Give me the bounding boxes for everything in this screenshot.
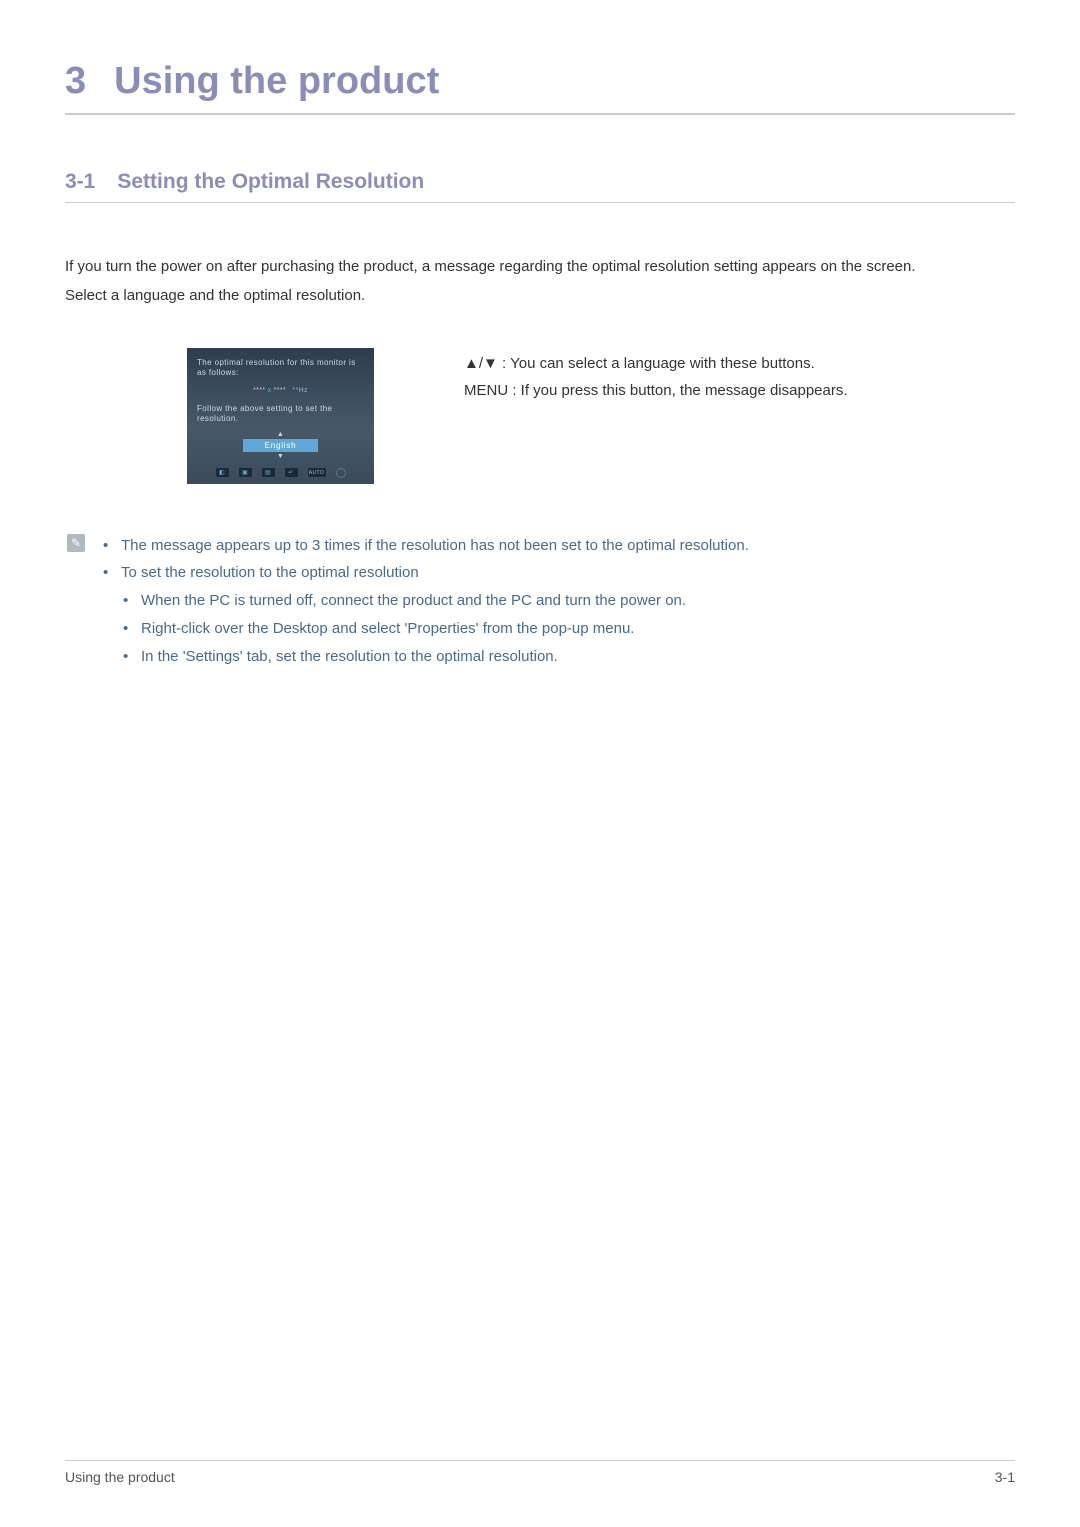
figure-row: The optimal resolution for this monitor …	[65, 348, 1015, 484]
triangle-down-icon: ▼	[197, 453, 364, 460]
triangle-up-icon: ▲	[197, 431, 364, 438]
note-sub-1: When the PC is turned off, connect the p…	[123, 587, 749, 615]
intro-line-1: If you turn the power on after purchasin…	[65, 258, 916, 275]
osd-language-selector: ▲ English ▼	[197, 431, 364, 460]
osd-screenshot: The optimal resolution for this monitor …	[187, 348, 374, 484]
osd-icon-power	[336, 468, 346, 478]
footer-right: 3-1	[995, 1469, 1015, 1485]
section-header: 3-1 Setting the Optimal Resolution	[65, 170, 1015, 203]
osd-icon-4: ↵	[285, 468, 298, 477]
desc-arrows: ▲/▼	[464, 355, 498, 372]
figure-description: ▲/▼ : You can select a language with the…	[464, 348, 848, 404]
osd-icon-2: ▣	[239, 468, 252, 477]
note-item-1-text: The message appears up to 3 times if the…	[121, 537, 749, 554]
section-number: 3-1	[65, 170, 95, 194]
note-item-2-text: To set the resolution to the optimal res…	[121, 564, 419, 581]
footer-left: Using the product	[65, 1469, 175, 1485]
note-sub-3-text: In the 'Settings' tab, set the resolutio…	[141, 648, 558, 665]
osd-message-2: Follow the above setting to set the reso…	[197, 404, 364, 425]
chapter-title: Using the product	[114, 60, 439, 103]
osd-res-hz: **Hz	[292, 387, 308, 394]
osd-res-x: x	[268, 387, 272, 394]
note-block: ✎ The message appears up to 3 times if t…	[65, 532, 1015, 671]
note-item-1: The message appears up to 3 times if the…	[103, 532, 749, 560]
note-sub-2: Right-click over the Desktop and select …	[123, 615, 749, 643]
note-icon: ✎	[67, 534, 85, 552]
osd-icon-1: ◧	[216, 468, 229, 477]
page-footer: Using the product 3-1	[65, 1460, 1015, 1485]
osd-message-1: The optimal resolution for this monitor …	[197, 358, 364, 379]
note-list: The message appears up to 3 times if the…	[103, 532, 749, 671]
osd-res-right: ****	[273, 387, 286, 394]
osd-resolution-row: ****x**** **Hz	[197, 387, 364, 394]
osd-language-value: English	[243, 439, 319, 452]
chapter-rule	[65, 113, 1015, 115]
desc-line-1: : You can select a language with these b…	[498, 355, 815, 372]
note-sub-1-text: When the PC is turned off, connect the p…	[141, 592, 686, 609]
note-sublist: When the PC is turned off, connect the p…	[103, 587, 749, 670]
osd-icon-auto: AUTO	[308, 468, 326, 477]
intro-paragraph: If you turn the power on after purchasin…	[65, 253, 1015, 310]
intro-line-2: Select a language and the optimal resolu…	[65, 287, 365, 304]
osd-icon-3: ▤	[262, 468, 275, 477]
section-title: Setting the Optimal Resolution	[117, 170, 424, 194]
osd-button-icons: ◧ ▣ ▤ ↵ AUTO	[197, 468, 364, 480]
chapter-number: 3	[65, 60, 86, 103]
note-item-2: To set the resolution to the optimal res…	[103, 559, 749, 670]
desc-line-2: MENU : If you press this button, the mes…	[464, 382, 848, 399]
note-sub-3: In the 'Settings' tab, set the resolutio…	[123, 643, 749, 671]
chapter-header: 3 Using the product	[65, 60, 1015, 103]
note-sub-2-text: Right-click over the Desktop and select …	[141, 620, 634, 637]
osd-res-left: ****	[253, 387, 266, 394]
